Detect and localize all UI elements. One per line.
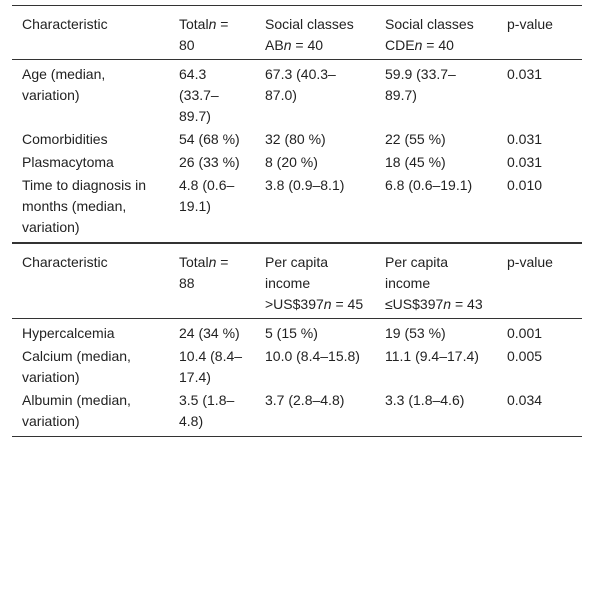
header-text: Characteristic [22,254,108,270]
data-cell: 0.031 [507,66,543,82]
data-row: Calcium (median, variation) 10.4 (8.4–17.… [12,345,582,389]
data-cell: 64.3 (33.7–89.7) [179,66,219,124]
header-row: Characteristic Totaln = 88 Per capita inco… [12,243,582,319]
data-cell: 26 (33 %) [179,154,240,170]
header-row: Characteristic Totaln = 80 Social classes … [12,5,582,60]
header-cell: Per capita income >US$397n = 45 [255,243,375,319]
data-cell: Comorbidities [22,131,108,147]
data-row: Plasmacytoma 26 (33 %) 8 (20 %) 18 (45 %) 0.… [12,151,582,174]
header-text: = 40 [291,37,324,53]
data-cell: Plasmacytoma [22,154,114,170]
data-cell: 32 (80 %) [265,131,326,147]
header-cell: p-value [497,6,582,60]
data-cell: 22 (55 %) [385,131,446,147]
header-cell: Social classes CDEn = 40 [375,6,497,60]
header-text: Social classes CDE [385,16,474,53]
header-text: = 45 [331,296,364,312]
data-cell: 0.005 [507,348,543,364]
data-cell: 19 (53 %) [385,325,446,341]
data-cell: 0.034 [507,392,543,408]
header-cell: p-value [497,243,582,319]
data-cell: 24 (34 %) [179,325,240,341]
header-cell: Totaln = 80 [169,6,255,60]
data-cell: Age (median, variation) [22,66,106,103]
header-text: Total [179,16,209,32]
data-cell: 10.4 (8.4–17.4) [179,348,243,385]
header-cell: Totaln = 88 [169,243,255,319]
data-cell: Hypercalcemia [22,325,115,341]
header-text: = 43 [451,296,483,312]
data-cell: 59.9 (33.7–89.7) [385,66,456,103]
data-cell: 4.8 (0.6–19.1) [179,177,235,214]
data-row: Age (median, variation) 64.3 (33.7–89.7) 6… [12,60,582,129]
data-cell: 11.1 (9.4–17.4) [385,348,479,364]
data-cell: 5 (15 %) [265,325,318,341]
header-text: Social classes AB [265,16,354,53]
data-row: Comorbidities 54 (68 %) 32 (80 %) 22 (55 %)… [12,128,582,151]
data-cell: 3.3 (1.8–4.6) [385,392,465,408]
header-cell: Per capita income ≤US$397n = 43 [375,243,497,319]
data-row: Time to diagnosis in months (median, var… [12,174,582,243]
data-cell: 8 (20 %) [265,154,318,170]
header-text: Per capita income >US$397 [265,254,329,312]
header-text: n [443,296,452,312]
header-text: = 40 [422,37,454,53]
data-cell: 10.0 (8.4–15.8) [265,348,360,364]
header-text: Per capita income ≤US$397 [385,254,449,312]
data-cell: Time to diagnosis in months (median, var… [22,177,146,235]
data-cell: 54 (68 %) [179,131,240,147]
header-text: Total [179,254,209,270]
header-text: n [208,16,217,32]
data-cell: 3.5 (1.8–4.8) [179,392,235,429]
data-table: Characteristic Totaln = 80 Social classes … [12,5,582,437]
header-text: p-value [507,16,553,32]
data-cell: 18 (45 %) [385,154,446,170]
data-cell: 0.010 [507,177,543,193]
header-text: n [283,37,292,53]
data-cell: 3.8 (0.9–8.1) [265,177,345,193]
header-cell: Characteristic [12,6,169,60]
data-cell: Calcium (median, variation) [22,348,131,385]
header-cell: Characteristic [12,243,169,319]
data-cell: 0.031 [507,154,543,170]
data-row: Albumin (median, variation) 3.5 (1.8–4.8)… [12,389,582,437]
data-cell: 3.7 (2.8–4.8) [265,392,345,408]
data-cell: 0.001 [507,325,543,341]
header-text: n [414,37,423,53]
table-body: Characteristic Totaln = 80 Social classes … [12,5,582,437]
header-text: p-value [507,254,553,270]
header-cell: Social classes ABn = 40 [255,6,375,60]
header-text: n [323,296,332,312]
data-row: Hypercalcemia 24 (34 %) 5 (15 %) 19 (53 %) 0… [12,319,582,346]
header-text: n [208,254,217,270]
data-cell: 6.8 (0.6–19.1) [385,177,473,193]
header-text: = 88 [179,254,229,291]
header-text: Characteristic [22,16,108,32]
data-cell: 67.3 (40.3–87.0) [265,66,336,103]
header-text: = 80 [179,16,229,53]
data-cell: 0.031 [507,131,543,147]
data-cell: Albumin (median, variation) [22,392,131,429]
